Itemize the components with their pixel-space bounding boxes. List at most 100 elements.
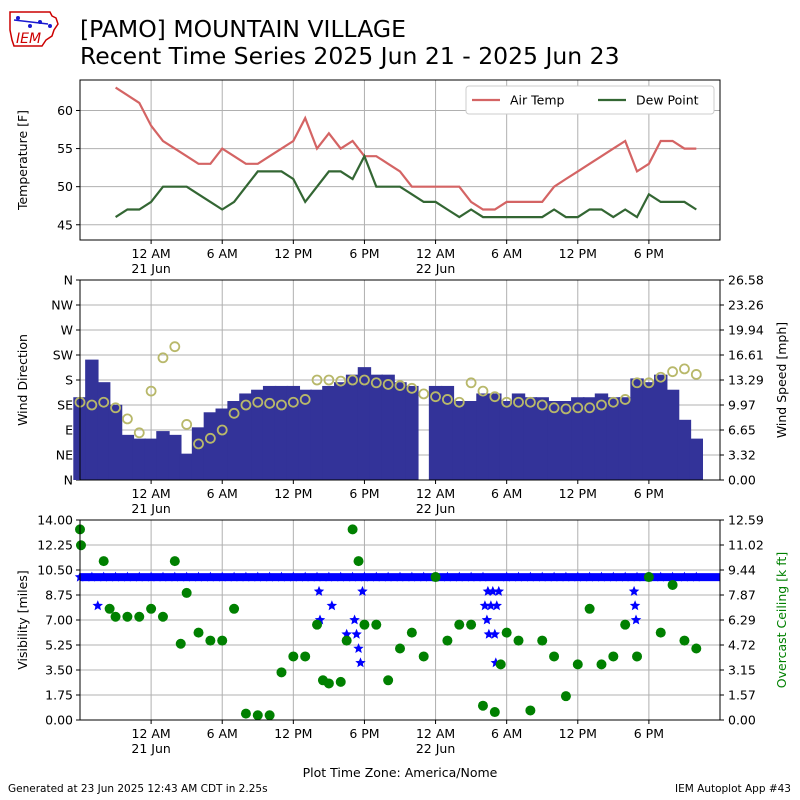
x-tick-label: 6 PM: [634, 486, 664, 501]
wind-speed-bar: [369, 374, 383, 480]
y-tick-label: W: [61, 323, 73, 338]
wind-speed-bar: [310, 389, 324, 480]
y-axis-label: Wind Direction: [15, 334, 30, 426]
wind-speed-bar: [689, 438, 703, 480]
ceiling-point: [513, 635, 524, 646]
wind-speed-bar: [464, 400, 478, 480]
wind-direction-point: [370, 377, 382, 389]
y-right-tick-label: 9.44: [728, 563, 756, 578]
ceiling-point: [75, 540, 86, 551]
y-tick-label: 50: [57, 179, 73, 194]
title-line-range: Recent Time Series 2025 Jun 21 - 2025 Ju…: [80, 42, 620, 70]
y-tick-label: 8.75: [45, 588, 73, 603]
wind-direction-point: [252, 396, 264, 408]
x-tick-label: 12 AM: [416, 726, 455, 741]
wind-direction-point: [359, 374, 370, 386]
ceiling-point: [146, 603, 157, 614]
wind-speed-bar: [571, 397, 585, 480]
wind-speed-bar: [606, 397, 621, 480]
visibility-point: [371, 571, 382, 582]
wind-direction-point: [204, 432, 216, 444]
wind-speed-bar: [120, 434, 135, 480]
ceiling-point: [501, 627, 512, 638]
y-tick-label: S: [65, 373, 73, 388]
chart-title: [PAMO] MOUNTAIN VILLAGE Recent Time Seri…: [80, 16, 620, 70]
x-tick-label: 12 PM: [274, 486, 312, 501]
y-tick-label: NW: [51, 298, 73, 313]
wind-direction-point: [560, 403, 572, 415]
visibility-point: [349, 614, 360, 625]
wind-direction-point: [619, 394, 631, 405]
y-right-tick-label: 19.94: [728, 323, 764, 338]
y-right-tick-label: 3.32: [728, 448, 756, 463]
visibility-point: [359, 571, 370, 582]
wind-speed-bar: [488, 393, 502, 480]
ceiling-point: [560, 691, 571, 702]
wind-direction-point: [394, 380, 406, 391]
wind-speed-bar: [535, 397, 549, 480]
y-right-tick-label: 23.26: [728, 298, 764, 313]
ceiling-point: [288, 651, 299, 662]
ceiling-point: [620, 619, 631, 630]
visibility-point: [667, 571, 678, 582]
ceiling-point: [632, 651, 643, 662]
wind-direction-point: [110, 402, 121, 414]
wind-speed-bar: [665, 389, 680, 480]
visibility-point: [608, 571, 619, 582]
wind-direction-point: [643, 377, 655, 389]
wind-direction-point: [442, 394, 453, 405]
wind-speed-bar: [618, 397, 632, 480]
app-note: IEM Autoplot App #43: [675, 783, 791, 795]
y-right-tick-label: 13.29: [728, 373, 764, 388]
visibility-point: [454, 571, 465, 582]
ceiling-point: [134, 611, 145, 622]
visibility-point: [169, 571, 180, 582]
visibility-point: [217, 571, 228, 582]
y-right-tick-label: 3.15: [728, 663, 756, 678]
wind-speed-bar: [215, 408, 229, 480]
plot-frame: [79, 79, 721, 241]
ceiling-point: [240, 708, 251, 719]
visibility-point: [357, 585, 368, 596]
visibility-point: [181, 571, 192, 582]
wind-direction-point: [311, 374, 323, 386]
ceiling-point: [98, 556, 109, 567]
wind-speed-bar: [97, 382, 111, 480]
wind-speed-bar: [286, 385, 301, 480]
visibility-point: [86, 571, 98, 582]
wind-speed-bar: [262, 385, 277, 480]
visibility-point: [491, 600, 502, 611]
visibility-point: [620, 571, 631, 582]
wind-speed-bar: [499, 400, 514, 480]
y-tick-label: 3.50: [45, 663, 73, 678]
plot-frame: [79, 279, 721, 481]
x-tick-label: 6 PM: [349, 486, 379, 501]
y-axis-label: Visibility [miles]: [15, 570, 30, 669]
wind-speed-bar: [476, 393, 490, 480]
wind-speed-bar: [523, 397, 538, 480]
ceiling-point: [691, 643, 702, 654]
wind-speed-bar: [203, 412, 218, 480]
ceiling-point: [466, 619, 477, 630]
wind-speed-bar: [132, 438, 146, 480]
visibility-point: [145, 571, 157, 582]
y-right-tick-label: 6.65: [728, 423, 756, 438]
wind-direction-point: [264, 397, 276, 409]
visibility-point: [485, 600, 497, 611]
ceiling-point: [655, 627, 666, 638]
wind-speed-bar: [381, 374, 395, 480]
wind-direction-point: [536, 399, 548, 411]
legend-label: Dew Point: [636, 93, 699, 108]
visibility-point: [513, 571, 524, 582]
visibility-point: [240, 571, 252, 582]
visibility-point: [487, 585, 499, 596]
ceiling-point: [442, 635, 453, 646]
visibility-point: [691, 571, 702, 582]
wind-direction-point: [122, 413, 133, 425]
x-axis-label: Plot Time Zone: America/Nome: [303, 765, 498, 780]
wind-direction-point: [98, 396, 110, 408]
ceiling-point: [430, 572, 441, 583]
wind-speed-bar: [156, 431, 170, 480]
